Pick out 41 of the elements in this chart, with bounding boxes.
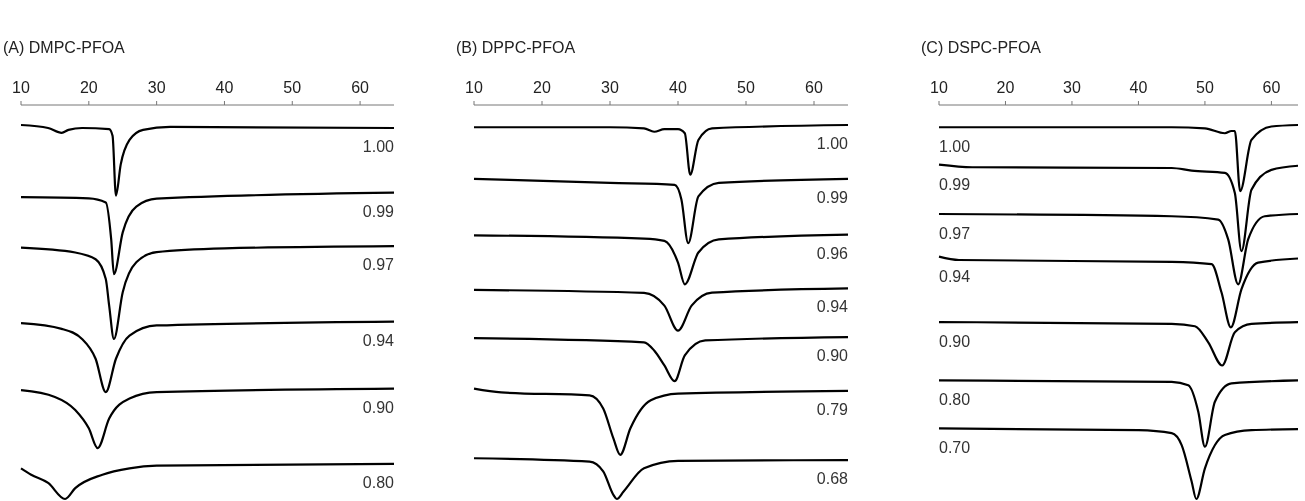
x-tick-label: 30	[147, 79, 166, 96]
chart-title: (B) DPPC-PFOA	[456, 39, 576, 56]
x-tick-label: 20	[533, 79, 551, 96]
x-tick-label: 20	[996, 79, 1015, 96]
series-label: 0.99	[816, 188, 849, 206]
series-label: 0.90	[816, 347, 849, 365]
series-label: 1.00	[816, 135, 849, 152]
x-tick-label: 30	[1063, 79, 1081, 96]
x-tick-label: 10	[12, 79, 30, 96]
x-tick-label: 30	[601, 79, 619, 96]
x-tick-label: 20	[79, 79, 98, 96]
x-tick-label: 10	[465, 79, 483, 96]
x-tick-label: 50	[1196, 79, 1214, 96]
series-label: 0.97	[362, 256, 395, 274]
x-tick-label: 60	[805, 79, 823, 96]
series-label: 0.70	[939, 439, 971, 457]
series-label: 1.00	[939, 138, 971, 156]
x-tick-label: 60	[1262, 79, 1281, 96]
x-tick-label: 40	[1129, 79, 1148, 96]
x-tick-label: 10	[930, 79, 948, 96]
x-tick-label: 50	[737, 79, 755, 96]
series-label: 0.80	[939, 391, 971, 409]
series-label: 0.79	[816, 400, 849, 418]
series-label: 0.68	[816, 470, 849, 488]
series-label: 0.99	[939, 175, 971, 193]
chart-title: (A) DMPC-PFOA	[3, 39, 126, 56]
series-label: 0.80	[362, 473, 395, 491]
series-label: 1.00	[362, 137, 395, 155]
series-label: 0.90	[362, 398, 395, 416]
x-tick-label: 40	[669, 79, 687, 96]
x-tick-label: 50	[283, 79, 302, 96]
series-label: 0.94	[362, 331, 395, 349]
series-label: 0.94	[816, 298, 849, 316]
series-label: 0.97	[939, 225, 971, 243]
chart-title: (C) DSPC-PFOA	[921, 39, 1042, 56]
x-tick-label: 60	[351, 79, 370, 96]
series-label: 0.94	[939, 267, 971, 285]
series-label: 0.90	[939, 333, 971, 351]
x-tick-label: 40	[215, 79, 234, 96]
series-label: 0.99	[362, 202, 395, 220]
series-label: 0.96	[816, 244, 849, 262]
